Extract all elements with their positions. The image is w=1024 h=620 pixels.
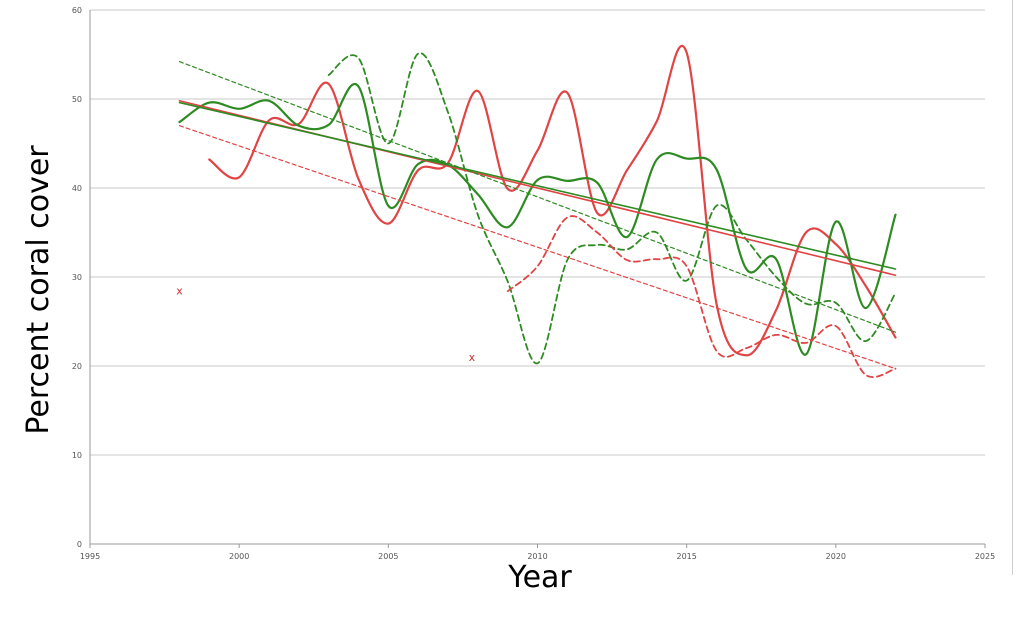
series-layer	[178, 44, 897, 378]
y-tick-label: 10	[72, 451, 82, 460]
right-border	[1012, 0, 1013, 575]
y-tick-label: 20	[72, 362, 82, 371]
y-axis-title: Percent coral cover	[21, 145, 56, 435]
red-dashed-trendline	[178, 125, 897, 370]
x-marker-annotation: x	[469, 351, 476, 364]
green-solid-series-line	[178, 82, 897, 356]
x-tick-label: 1995	[80, 552, 100, 561]
green-dashed-series-line	[327, 52, 897, 365]
x-tick-label: 2020	[826, 552, 846, 561]
grid-layer	[90, 9, 985, 545]
x-tick-label: 2005	[378, 552, 398, 561]
y-tick-label: 30	[72, 273, 82, 282]
x-tick-label: 2010	[527, 552, 547, 561]
x-marker-annotation: x	[176, 284, 183, 297]
green-solid-trendline	[178, 101, 897, 270]
green-dashed-trendline	[178, 61, 897, 333]
y-tick-label: 50	[72, 95, 82, 104]
y-tick-label: 0	[77, 540, 82, 549]
x-axis-title: Year	[507, 560, 572, 595]
y-tick-label: 40	[72, 184, 82, 193]
axis-layer: 0 10 20 30 40 50 60 1995 2000 2005 2010 2015 2020 202…	[72, 6, 995, 561]
red-solid-series-line	[208, 44, 897, 357]
annotation-layer: xx	[176, 284, 475, 364]
red-dashed-series-line	[506, 215, 897, 378]
x-tick-label: 2000	[229, 552, 249, 561]
x-tick-label: 2015	[676, 552, 696, 561]
x-tick-label: 2025	[975, 552, 995, 561]
y-tick-label: 60	[72, 6, 82, 15]
